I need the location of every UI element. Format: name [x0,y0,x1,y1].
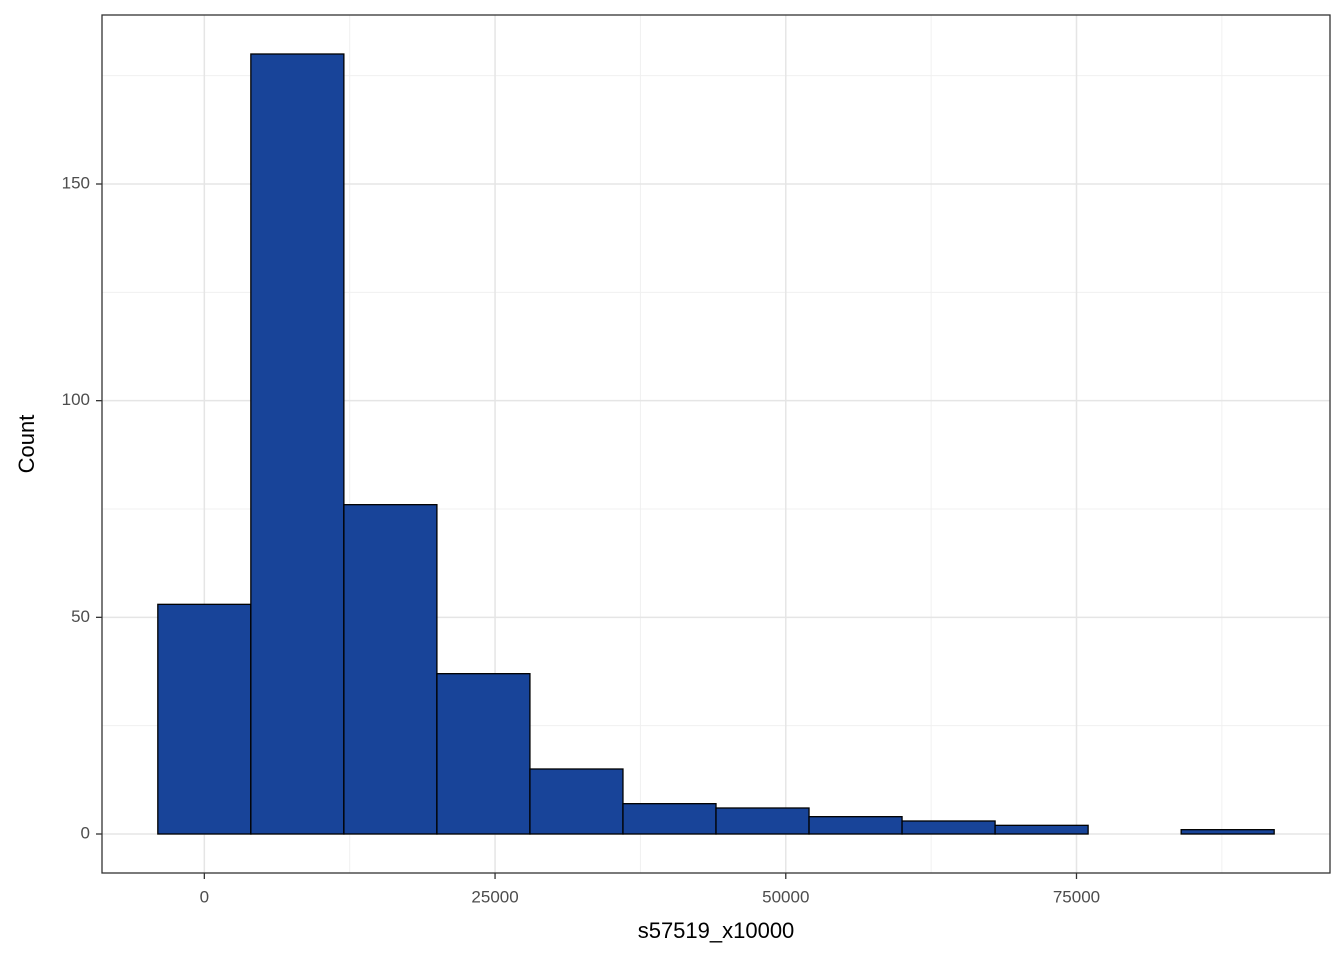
bar [436,673,531,835]
bar [994,824,1089,835]
bar [529,768,624,835]
bar [808,816,903,835]
y-tick-label: 100 [62,390,90,409]
bar [622,803,717,835]
bar [715,807,810,835]
y-tick-label: 50 [71,607,90,626]
y-tick-label: 150 [62,173,90,192]
y-axis-title: Count [14,415,39,474]
x-tick-label: 75000 [1053,887,1100,906]
x-tick-label: 50000 [762,887,809,906]
x-tick-label: 0 [200,887,209,906]
bar [250,53,345,835]
bar [157,603,252,835]
bar [343,504,438,835]
bar [901,820,996,835]
panel-border [101,14,1331,874]
x-tick-label: 25000 [471,887,518,906]
x-axis-title: s57519_x10000 [638,918,795,943]
bar [1180,829,1275,835]
y-tick-label: 0 [81,823,90,842]
